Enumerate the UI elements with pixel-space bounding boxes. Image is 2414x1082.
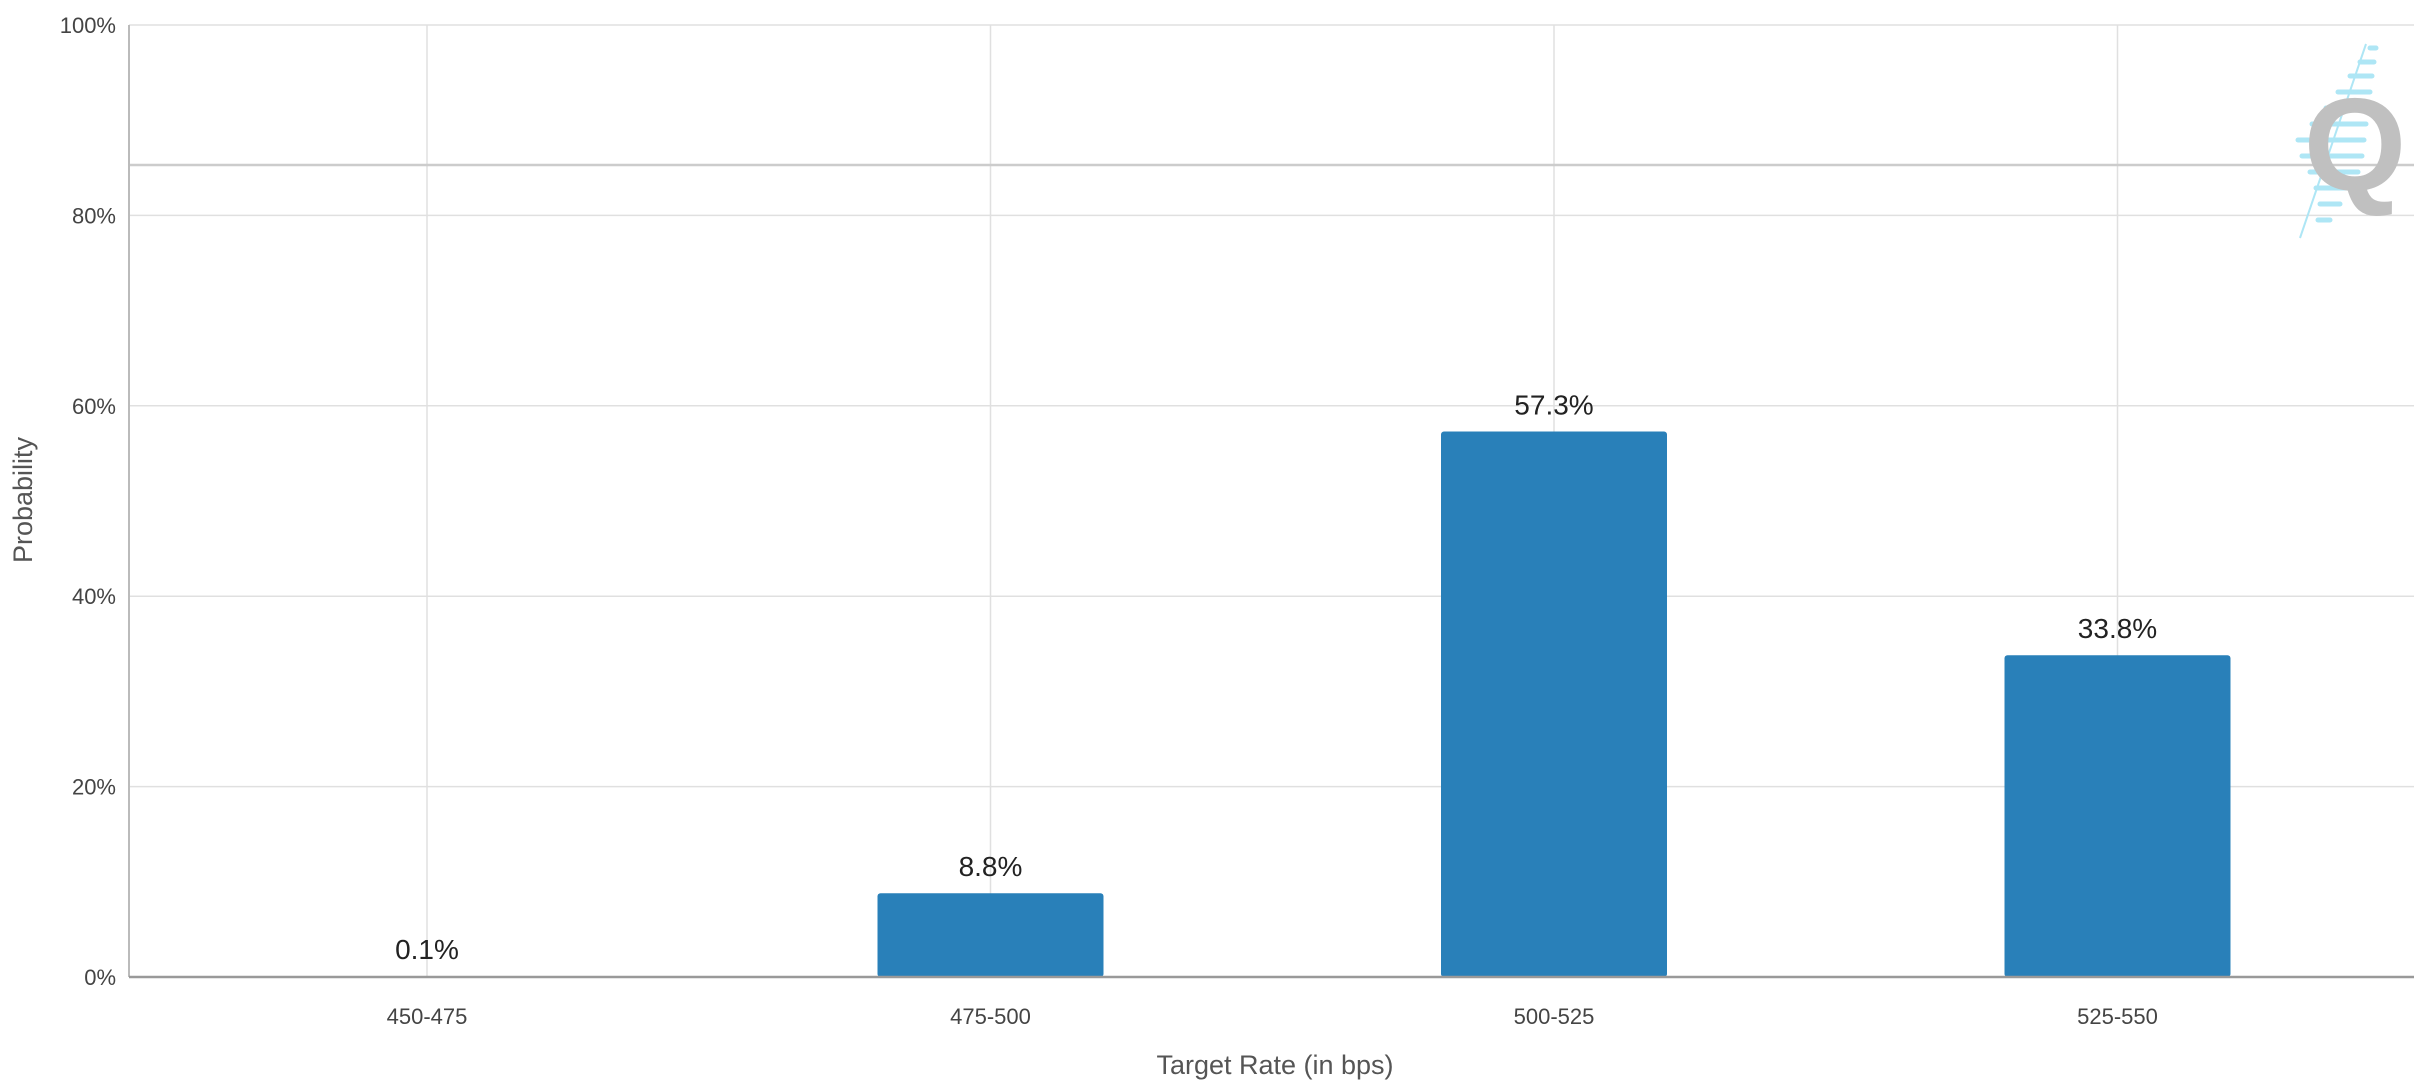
x-tick-label: 475-500 bbox=[950, 1004, 1031, 1029]
bars bbox=[314, 431, 2231, 977]
x-tick-label: 525-550 bbox=[2077, 1004, 2158, 1029]
x-axis-title: Target Rate (in bps) bbox=[1156, 1050, 1393, 1080]
y-tick-label: 40% bbox=[72, 584, 116, 609]
y-axis-title: Probability bbox=[8, 436, 38, 563]
y-tick-label: 20% bbox=[72, 775, 116, 800]
y-tick-label: 60% bbox=[72, 394, 116, 419]
x-tick-label: 450-475 bbox=[387, 1004, 468, 1029]
y-tick-label: 80% bbox=[72, 203, 116, 228]
labels: 0% 20% 40% 60% 80% 100% 0.1% 450-475 8.8% 475-500… bbox=[60, 13, 2158, 1029]
x-tick-label: 500-525 bbox=[1514, 1004, 1595, 1029]
y-tick-label: 0% bbox=[84, 965, 116, 990]
data-label: 57.3% bbox=[1514, 390, 1593, 421]
data-label: 8.8% bbox=[959, 851, 1023, 882]
axes bbox=[128, 25, 2414, 979]
q-logo-letter: Q bbox=[2304, 71, 2407, 218]
bar bbox=[2004, 655, 2231, 977]
data-label: 0.1% bbox=[395, 934, 459, 965]
bar bbox=[1441, 431, 1667, 977]
data-label: 33.8% bbox=[2078, 613, 2157, 644]
q-logo-slash bbox=[2299, 43, 2367, 239]
q-logo-icon: Q bbox=[2295, 43, 2407, 239]
y-tick-label: 100% bbox=[60, 13, 116, 38]
bar bbox=[877, 893, 1104, 977]
